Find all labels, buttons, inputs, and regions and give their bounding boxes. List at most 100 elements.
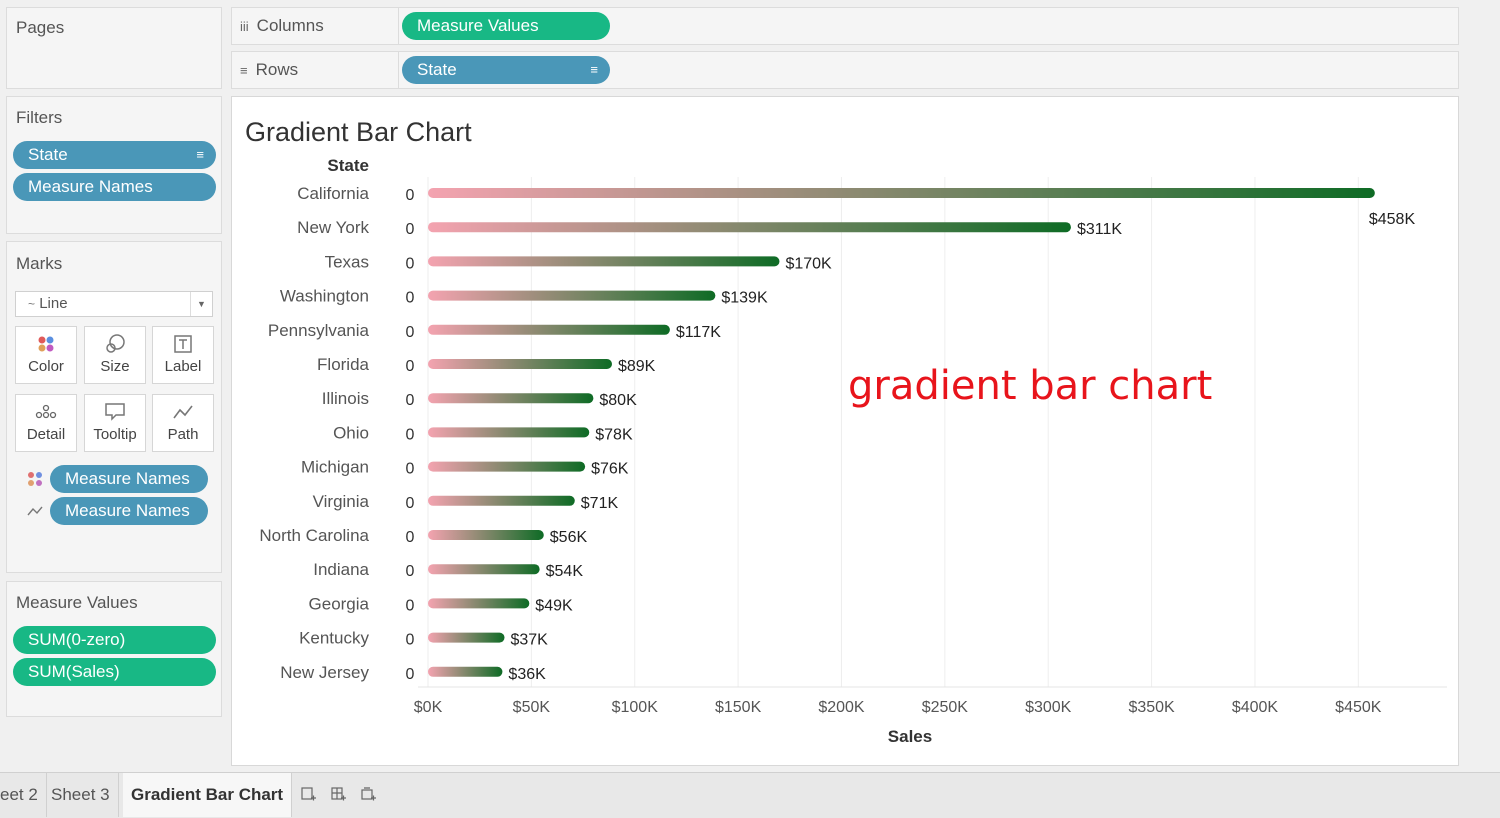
start-value-label: 0 xyxy=(406,597,415,614)
value-label: $71K xyxy=(581,495,619,512)
bar[interactable] xyxy=(428,222,1071,233)
filter-pill-label: Measure Names xyxy=(28,177,153,196)
bar[interactable] xyxy=(428,598,530,609)
category-label: Illinois xyxy=(322,389,369,408)
start-value-label: 0 xyxy=(406,563,415,580)
bar[interactable] xyxy=(428,324,670,335)
bar[interactable] xyxy=(428,461,586,472)
start-value-label: 0 xyxy=(406,632,415,649)
tab-sheet-3[interactable]: Sheet 3 xyxy=(43,773,119,817)
measure-values-card[interactable]: Measure Values SUM(0-zero) SUM(Sales) xyxy=(6,581,222,717)
x-tick-label: $200K xyxy=(818,699,865,716)
bar[interactable] xyxy=(428,188,1375,198)
value-label: $311K xyxy=(1077,221,1122,238)
marks-title: Marks xyxy=(16,254,63,273)
x-tick-label: $400K xyxy=(1232,699,1279,716)
marks-tooltip-button[interactable]: Tooltip xyxy=(84,394,146,452)
bar[interactable] xyxy=(428,393,594,404)
value-label: $37K xyxy=(510,632,548,649)
x-tick-label: $150K xyxy=(715,699,762,716)
filters-card[interactable]: Filters State ≡ Measure Names xyxy=(6,96,222,234)
marks-label-button[interactable]: Label xyxy=(152,326,214,384)
x-tick-label: $450K xyxy=(1335,699,1382,716)
marks-color-button[interactable]: Color xyxy=(15,326,77,384)
bar[interactable] xyxy=(428,495,575,506)
category-label: North Carolina xyxy=(259,526,369,545)
sort-icon: ≡ xyxy=(590,62,598,77)
start-value-label: 0 xyxy=(406,255,415,272)
new-worksheet-icon[interactable] xyxy=(295,773,323,817)
bar[interactable] xyxy=(428,290,716,301)
start-value-label: 0 xyxy=(406,324,415,341)
value-label: $89K xyxy=(618,358,656,375)
row-header: State xyxy=(327,156,369,175)
new-story-icon[interactable] xyxy=(355,773,383,817)
columns-icon: iii xyxy=(240,19,249,34)
filter-pill-measure-names[interactable]: Measure Names xyxy=(13,173,216,201)
value-label: $54K xyxy=(546,563,584,580)
bar[interactable] xyxy=(428,427,590,438)
start-value-label: 0 xyxy=(406,221,415,238)
columns-pill-measure-values[interactable]: Measure Values xyxy=(402,12,610,40)
marks-field-label: Measure Names xyxy=(65,469,190,488)
category-label: Texas xyxy=(325,252,369,271)
mark-type-label: Line xyxy=(39,295,68,312)
value-label: $117K xyxy=(676,324,721,341)
bar[interactable] xyxy=(428,256,780,267)
filter-pill-label: State xyxy=(28,145,68,164)
rows-pill-label: State xyxy=(417,60,457,79)
marks-path-button[interactable]: Path xyxy=(152,394,214,452)
start-value-label: 0 xyxy=(406,529,415,546)
category-label: Kentucky xyxy=(299,629,369,648)
marks-card[interactable]: Marks ~ Line ▼ Color Size La xyxy=(6,241,222,573)
bar[interactable] xyxy=(428,666,503,677)
measure-value-pill-zero[interactable]: SUM(0-zero) xyxy=(13,626,216,654)
chevron-down-icon: ▼ xyxy=(190,292,212,316)
rows-shelf[interactable]: ≡ Rows State ≡ xyxy=(231,51,1459,89)
category-label: Washington xyxy=(280,287,369,306)
detail-icon xyxy=(16,395,76,425)
value-label: $36K xyxy=(508,666,546,683)
category-label: New Jersey xyxy=(280,663,369,682)
marks-button-label: Color xyxy=(28,358,64,375)
filter-pill-state[interactable]: State ≡ xyxy=(13,141,216,169)
marks-button-label: Size xyxy=(100,358,130,375)
new-dashboard-icon[interactable] xyxy=(325,773,353,817)
start-value-label: 0 xyxy=(406,666,415,683)
x-tick-label: $0K xyxy=(414,699,443,716)
marks-detail-button[interactable]: Detail xyxy=(15,394,77,452)
start-value-label: 0 xyxy=(406,358,415,375)
x-tick-label: $350K xyxy=(1128,699,1175,716)
filters-title: Filters xyxy=(16,108,63,127)
bar[interactable] xyxy=(428,632,505,643)
marks-button-label: Path xyxy=(167,426,199,443)
marks-button-label: Label xyxy=(164,358,202,375)
tab-gradient-bar-chart[interactable]: Gradient Bar Chart xyxy=(123,773,293,817)
columns-shelf-label: iii Columns xyxy=(232,8,399,44)
bar[interactable] xyxy=(428,359,612,369)
start-value-label: 0 xyxy=(406,187,415,204)
bar[interactable] xyxy=(428,530,544,540)
tab-sheet-2[interactable]: eet 2 xyxy=(0,773,47,817)
marks-size-button[interactable]: Size xyxy=(84,326,146,384)
color-dots-icon xyxy=(27,471,43,492)
rows-pill-state[interactable]: State ≡ xyxy=(402,56,610,84)
columns-shelf[interactable]: iii Columns Measure Values xyxy=(231,7,1459,45)
pages-card[interactable]: Pages xyxy=(6,7,222,89)
category-label: New York xyxy=(297,218,369,237)
value-label: $49K xyxy=(535,597,573,614)
x-tick-label: $300K xyxy=(1025,699,1072,716)
value-label: $170K xyxy=(785,255,832,272)
marks-field-label: Measure Names xyxy=(65,501,190,520)
mark-type-dropdown[interactable]: ~ Line ▼ xyxy=(15,291,213,317)
start-value-label: 0 xyxy=(406,426,415,443)
marks-field-pill-path[interactable]: Measure Names xyxy=(50,497,208,525)
marks-field-pill-color[interactable]: Measure Names xyxy=(50,465,208,493)
start-value-label: 0 xyxy=(406,392,415,409)
bar[interactable] xyxy=(428,564,540,575)
measure-value-pill-sales[interactable]: SUM(Sales) xyxy=(13,658,216,686)
start-value-label: 0 xyxy=(406,495,415,512)
chart-view[interactable]: Gradient Bar Chart State $0K $50K $100K $15… xyxy=(231,96,1459,766)
value-label: $76K xyxy=(591,461,629,478)
category-label: California xyxy=(297,184,369,203)
